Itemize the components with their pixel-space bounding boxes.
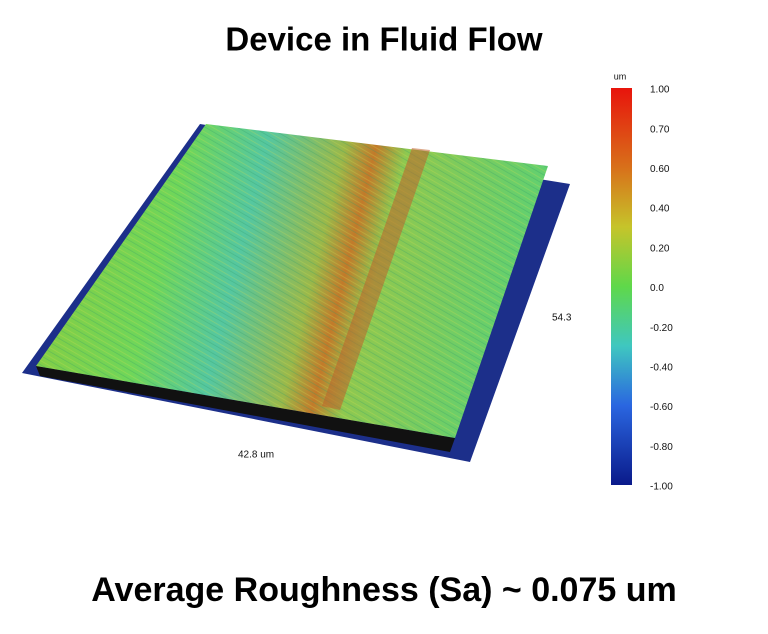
- colorbar-label: 0.20: [650, 243, 670, 254]
- colorbar-label: 1.00: [650, 85, 670, 96]
- colorbar-label: -0.20: [650, 323, 673, 334]
- x-size-label: 42.8 um: [238, 450, 274, 461]
- surface-texture: [36, 124, 548, 438]
- colorbar-scale: [611, 88, 632, 485]
- colorbar-label: -0.40: [650, 363, 673, 374]
- title: Device in Fluid Flow: [225, 21, 543, 58]
- colorbar-label: 0.40: [650, 204, 670, 215]
- colorbar-label: 0.60: [650, 164, 670, 175]
- colorbar-unit: um: [614, 71, 627, 81]
- colorbar: um 1.00 0.70 0.60 0.40 0.20 0.0 -0.20 -0.40 -0.6…: [611, 71, 673, 493]
- surface-plot: 54.3 42.8 um: [22, 124, 572, 462]
- surface-side: [36, 366, 455, 452]
- colorbar-label: -0.80: [650, 442, 673, 453]
- colorbar-label: -1.00: [650, 482, 673, 493]
- ridge: [322, 148, 430, 410]
- y-size-label: 54.3: [552, 313, 572, 324]
- colorbar-label: 0.70: [650, 124, 670, 135]
- caption: Average Roughness (Sa) ~ 0.075 um: [91, 571, 676, 609]
- colorbar-label: -0.60: [650, 402, 673, 413]
- colorbar-label: 0.0: [650, 283, 664, 294]
